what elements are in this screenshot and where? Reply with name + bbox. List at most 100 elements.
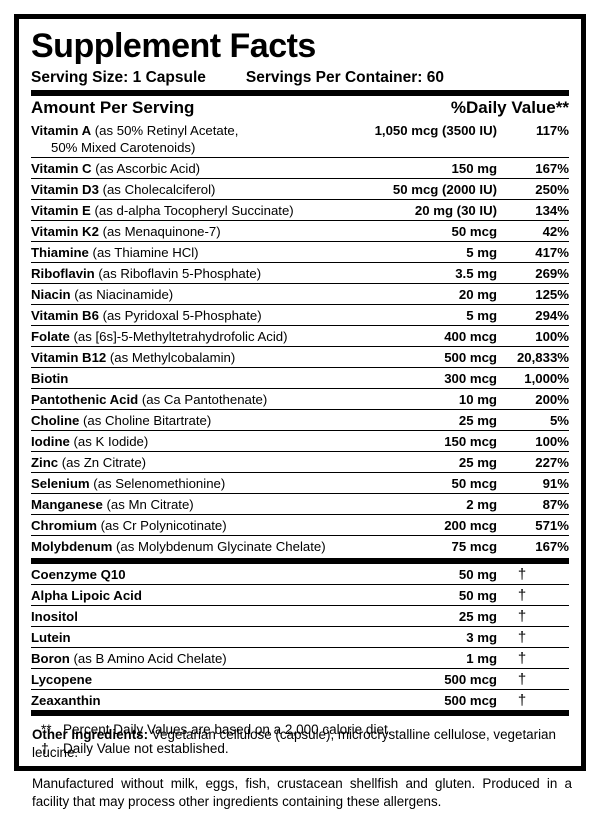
nutrient-source: (as Thiamine HCl) — [88, 244, 199, 260]
nutrient-daily-value: † — [497, 584, 569, 606]
nutrient-name: Thiamine — [31, 244, 89, 260]
nutrient-source: (as d-alpha Tocopheryl Succinate) — [90, 202, 294, 218]
nutrient-daily-value: 167% — [497, 157, 569, 179]
nutrient-name: Lycopene — [31, 671, 93, 687]
nutrient-daily-value: 87% — [497, 493, 569, 515]
nutrient-name-cell: Iodine (as K Iodide) — [31, 430, 345, 452]
nutrient-amount: 300 mcg — [345, 367, 497, 389]
divider-thick-mid — [31, 556, 569, 564]
nutrient-name-cell: Pantothenic Acid (as Ca Pantothenate) — [31, 388, 345, 410]
table-row: Selenium (as Selenomethionine) 50 mcg 91% — [31, 472, 569, 494]
nutrient-amount: 20 mg — [345, 283, 497, 305]
nutrient-name-cell: Vitamin A (as 50% Retinyl Acetate, 50% Mi… — [31, 120, 345, 158]
table-row: Zeaxanthin 500 mcg † — [31, 689, 569, 710]
nutrient-amount: 500 mcg — [345, 668, 497, 690]
nutrient-name: Chromium — [31, 517, 97, 533]
nutrient-name: Vitamin C — [31, 160, 92, 176]
nutrient-daily-value: 571% — [497, 514, 569, 536]
table-row: Riboflavin (as Riboflavin 5-Phosphate) 3.… — [31, 262, 569, 284]
nutrient-name-cell: Vitamin B6 (as Pyridoxal 5-Phosphate) — [31, 304, 345, 326]
nutrient-daily-value: † — [497, 605, 569, 627]
nutrient-name: Inositol — [31, 608, 78, 624]
table-row: Folate (as [6s]-5-Methyltetrahydrofolic … — [31, 325, 569, 347]
footnote-mark: ** — [41, 722, 52, 737]
nutrient-amount: 400 mcg — [345, 325, 497, 347]
nutrient-amount: 50 mg — [345, 584, 497, 606]
nutrient-daily-value: 294% — [497, 304, 569, 326]
table-row: Alpha Lipoic Acid 50 mg † — [31, 584, 569, 606]
nutrient-name-cell: Selenium (as Selenomethionine) — [31, 472, 345, 494]
nutrient-name: Lutein — [31, 629, 71, 645]
nutrition-table: Amount Per Serving %Daily Value** Vitami… — [31, 96, 569, 716]
nutrient-amount: 25 mg — [345, 605, 497, 627]
facts-panel: Supplement Facts Serving Size: 1 Capsule… — [14, 14, 586, 771]
nutrient-name: Molybdenum — [31, 538, 113, 554]
nutrient-amount: 3 mg — [345, 626, 497, 648]
table-row: Choline (as Choline Bitartrate) 25 mg 5% — [31, 409, 569, 431]
nutrient-name-cell: Biotin — [31, 367, 345, 389]
nutrient-amount: 3.5 mg — [345, 262, 497, 284]
footnote-text: Daily Value not established. — [63, 741, 229, 756]
nutrient-daily-value: 5% — [497, 409, 569, 431]
allergen-statement: Manufactured without milk, eggs, fish, c… — [32, 776, 572, 809]
nutrient-daily-value: 200% — [497, 388, 569, 410]
table-row: Biotin 300 mcg 1,000% — [31, 367, 569, 389]
footnote-row: ** Percent Daily Values are based on a 2… — [33, 720, 567, 739]
nutrient-amount: 1 mg — [345, 647, 497, 669]
table-row: Pantothenic Acid (as Ca Pantothenate) 10 … — [31, 388, 569, 410]
table-row: Chromium (as Cr Polynicotinate) 200 mcg 57… — [31, 514, 569, 536]
nutrient-name: Vitamin E — [31, 202, 91, 218]
serving-size: Serving Size: 1 Capsule — [31, 69, 206, 86]
nutrient-amount: 75 mcg — [345, 535, 497, 556]
nutrient-name-cell: Zinc (as Zn Citrate) — [31, 451, 345, 473]
table-row: Inositol 25 mg † — [31, 605, 569, 627]
nutrient-source: (as Riboflavin 5-Phosphate) — [94, 265, 262, 281]
divider-thick-top — [31, 90, 569, 96]
below-panel-text: Other Ingredients: Vegetarian cellulose … — [32, 726, 572, 811]
nutrient-amount: 50 mg — [458, 566, 497, 582]
nutrient-source: (as Ascorbic Acid) — [91, 160, 201, 176]
nutrient-name: Zinc — [31, 454, 59, 470]
nutrient-daily-value: 100% — [497, 325, 569, 347]
nutrient-amount: 50 mcg — [345, 472, 497, 494]
nutrient-amount: 150 mg — [345, 157, 497, 179]
nutrient-daily-value: 20,833% — [497, 346, 569, 368]
page-title: Supplement Facts — [31, 27, 316, 65]
footnote-mark: † — [41, 740, 49, 756]
nutrient-source: (as [6s]-5-Methyltetrahydrofolic Acid) — [69, 328, 288, 344]
nutrient-daily-value: 417% — [497, 241, 569, 263]
nutrient-name: Iodine — [31, 433, 70, 449]
nutrient-name: Folate — [31, 328, 70, 344]
nutrient-amount: 50 mcg — [345, 220, 497, 242]
daily-value-header: %Daily Value** — [450, 98, 569, 117]
table-row: Vitamin B6 (as Pyridoxal 5-Phosphate) 5 m… — [31, 304, 569, 326]
table-row: Vitamin C (as Ascorbic Acid) 150 mg 167% — [31, 157, 569, 179]
nutrient-name-cell: Inositol — [31, 605, 345, 627]
nutrient-daily-value: 250% — [497, 178, 569, 200]
table-row: Zinc (as Zn Citrate) 25 mg 227% — [31, 451, 569, 473]
nutrient-daily-value: † — [497, 668, 569, 690]
nutrient-daily-value: † — [497, 626, 569, 648]
table-row: Manganese (as Mn Citrate) 2 mg 87% — [31, 493, 569, 515]
nutrient-name-cell: Zeaxanthin — [31, 689, 345, 710]
nutrient-name: Coenzyme Q10 — [31, 566, 126, 582]
nutrient-daily-value: 227% — [497, 451, 569, 473]
nutrient-amount: 20 mg (30 IU) — [345, 199, 497, 221]
nutrient-name: Boron — [31, 650, 70, 666]
nutrient-daily-value: 91% — [497, 472, 569, 494]
nutrient-name: Biotin — [31, 370, 69, 386]
nutrient-name: Manganese — [31, 496, 103, 512]
nutrient-amount: 2 mg — [345, 493, 497, 515]
nutrient-amount: 25 mg — [345, 409, 497, 431]
nutrient-source: (as Cholecalciferol) — [98, 181, 216, 197]
nutrient-name-cell: Manganese (as Mn Citrate) — [31, 493, 345, 515]
nutrient-amount: 200 mcg — [345, 514, 497, 536]
nutrient-amount: 1,050 mcg (3500 IU) — [374, 122, 497, 138]
servings-per-container: Servings Per Container: 60 — [245, 69, 444, 86]
nutrient-name-cell: Niacin (as Niacinamide) — [31, 283, 345, 305]
nutrient-source: (as Choline Bitartrate) — [79, 412, 212, 428]
nutrient-name-cell: Chromium (as Cr Polynicotinate) — [31, 514, 345, 536]
nutrient-amount: 150 mcg — [345, 430, 497, 452]
nutrient-name: Riboflavin — [31, 265, 95, 281]
